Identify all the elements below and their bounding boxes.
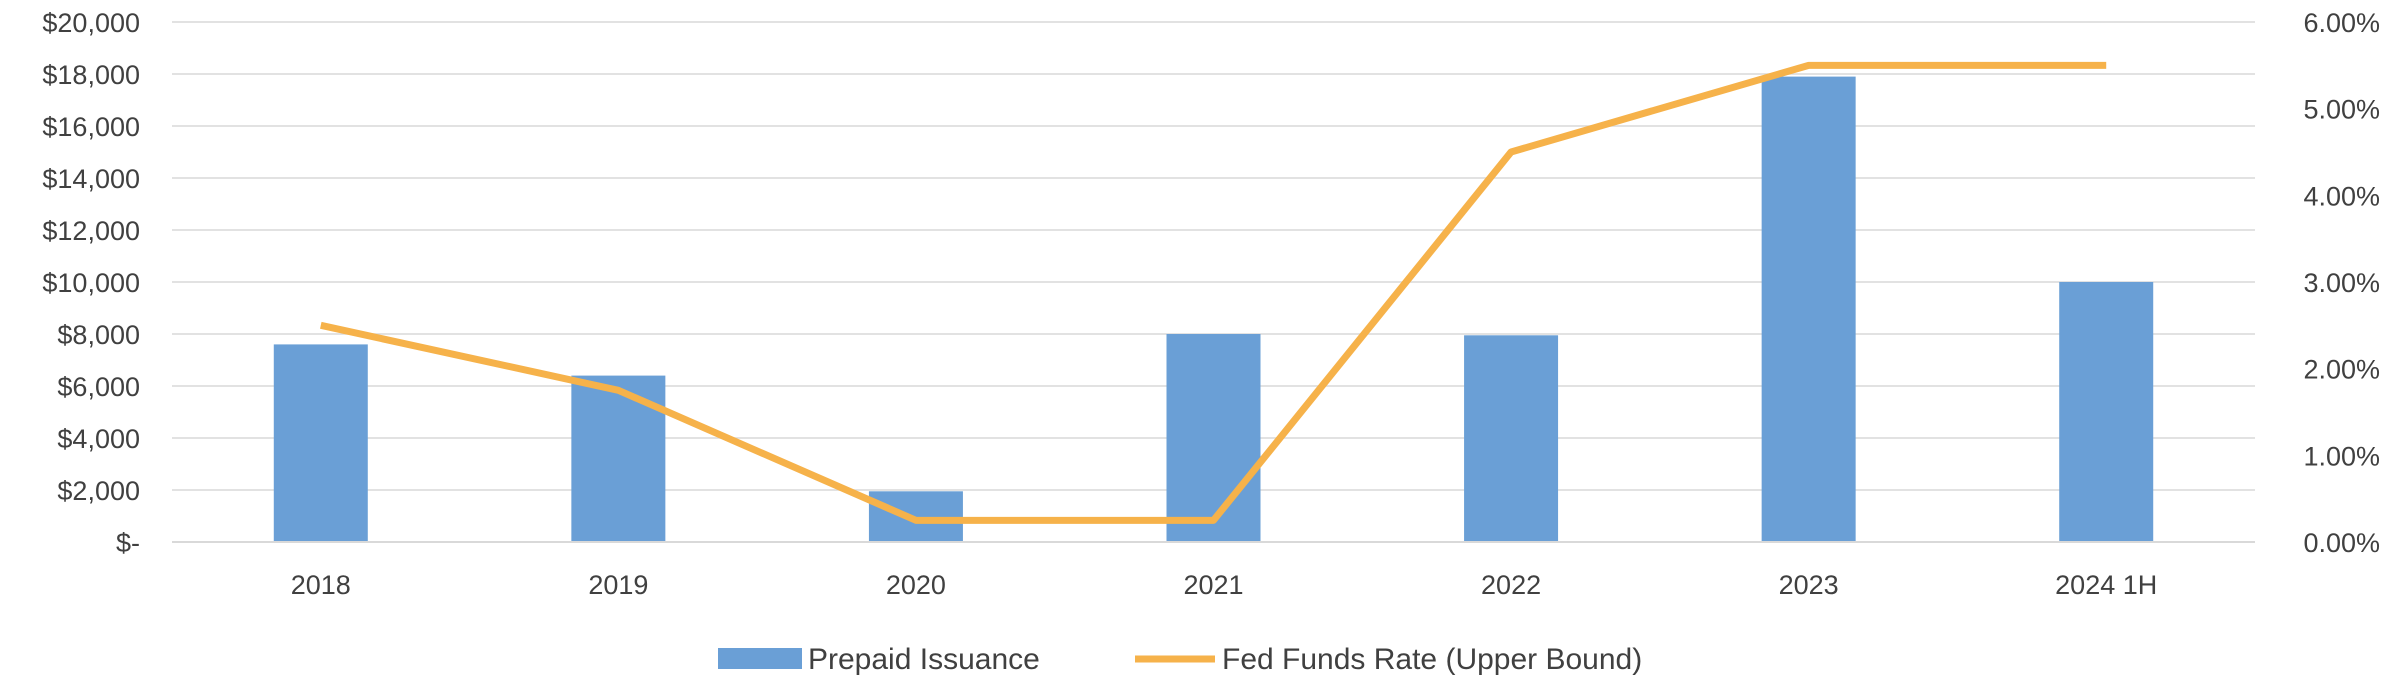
right-axis-tick-label: 5.00% xyxy=(2303,95,2380,125)
legend-swatch-prepaid-issuance xyxy=(718,648,802,669)
x-axis-tick-label: 2020 xyxy=(886,570,946,600)
left-axis-tick-label: $16,000 xyxy=(42,112,140,142)
right-axis-tick-label: 4.00% xyxy=(2303,181,2380,211)
left-y-axis: $- $2,000 $4,000 $6,000 $8,000 $10,000 $12,000… xyxy=(42,8,140,558)
bar-prepaid-issuance xyxy=(2059,282,2153,542)
right-axis-tick-label: 0.00% xyxy=(2303,528,2380,558)
x-axis-tick-label: 2019 xyxy=(588,570,648,600)
legend: Prepaid Issuance Fed Funds Rate (Upper Bo… xyxy=(718,643,1642,676)
left-axis-tick-label: $- xyxy=(116,528,140,558)
bar-prepaid-issuance xyxy=(1464,335,1558,542)
x-axis-tick-label: 2018 xyxy=(291,570,351,600)
left-axis-tick-label: $6,000 xyxy=(57,372,140,402)
bar-prepaid-issuance xyxy=(571,376,665,542)
x-axis-tick-label: 2023 xyxy=(1779,570,1839,600)
right-axis-tick-label: 6.00% xyxy=(2303,8,2380,38)
right-axis-tick-label: 2.00% xyxy=(2303,355,2380,385)
left-axis-tick-label: $10,000 xyxy=(42,268,140,298)
left-axis-tick-label: $8,000 xyxy=(57,320,140,350)
bar-prepaid-issuance xyxy=(1167,334,1261,542)
x-axis: 2018 2019 2020 2021 2022 2023 2024 1H xyxy=(172,542,2255,600)
x-axis-tick-label: 2021 xyxy=(1183,570,1243,600)
bar-prepaid-issuance xyxy=(274,344,368,542)
left-axis-tick-label: $2,000 xyxy=(57,476,140,506)
left-axis-tick-label: $4,000 xyxy=(57,424,140,454)
right-y-axis: 0.00% 1.00% 2.00% 3.00% 4.00% 5.00% 6.00% xyxy=(2303,8,2380,558)
bar-prepaid-issuance xyxy=(1762,77,1856,542)
legend-label-prepaid-issuance: Prepaid Issuance xyxy=(808,643,1040,676)
left-axis-tick-label: $20,000 xyxy=(42,8,140,38)
x-axis-tick-label: 2022 xyxy=(1481,570,1541,600)
x-axis-tick-label: 2024 1H xyxy=(2055,570,2157,600)
right-axis-tick-label: 3.00% xyxy=(2303,268,2380,298)
legend-label-fed-funds-rate: Fed Funds Rate (Upper Bound) xyxy=(1222,643,1642,676)
bar-series xyxy=(274,77,2153,542)
right-axis-tick-label: 1.00% xyxy=(2303,441,2380,471)
left-axis-tick-label: $14,000 xyxy=(42,164,140,194)
left-axis-tick-label: $12,000 xyxy=(42,216,140,246)
left-axis-tick-label: $18,000 xyxy=(42,60,140,90)
